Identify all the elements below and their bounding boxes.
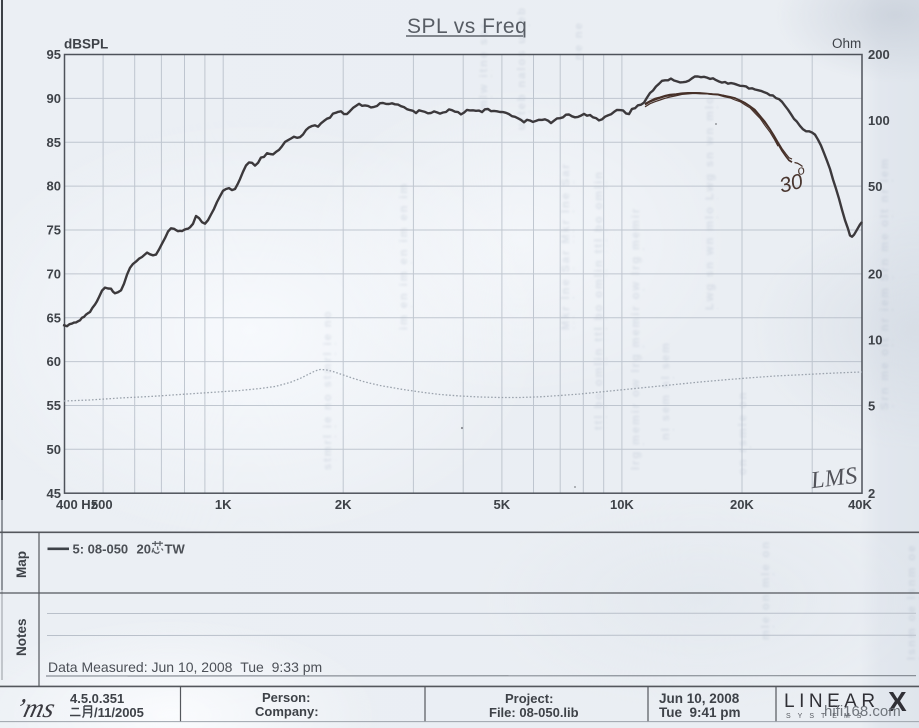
svg-text:85: 85 bbox=[47, 135, 61, 150]
svg-text:dBSPL: dBSPL bbox=[64, 37, 108, 52]
svg-text:80: 80 bbox=[47, 179, 61, 194]
svg-text:95: 95 bbox=[47, 47, 61, 62]
svg-text:20: 20 bbox=[137, 542, 151, 557]
svg-text:50: 50 bbox=[47, 442, 61, 457]
svg-text:10: 10 bbox=[868, 333, 882, 348]
svg-text:1K: 1K bbox=[215, 497, 232, 512]
svg-text:Data Measured: Jun 10, 2008 T: Data Measured: Jun 10, 2008 Tue 9:33 pm bbox=[48, 659, 322, 675]
svg-text:65: 65 bbox=[47, 310, 61, 325]
svg-text:40K: 40K bbox=[848, 497, 872, 512]
svg-text:SYSTEMS: SYSTEMS bbox=[786, 713, 868, 720]
svg-text:o: o bbox=[796, 162, 807, 178]
svg-text:50: 50 bbox=[868, 179, 882, 194]
svg-text:X: X bbox=[888, 686, 907, 717]
svg-text:LINEAR: LINEAR bbox=[784, 691, 880, 712]
svg-text:Tue 9:41 pm: Tue 9:41 pm bbox=[659, 705, 741, 720]
svg-text:75: 75 bbox=[47, 223, 61, 238]
svg-text:10K: 10K bbox=[610, 497, 634, 512]
svg-text:70: 70 bbox=[47, 267, 61, 282]
svg-text:90: 90 bbox=[47, 91, 61, 106]
svg-text:5: 08-050: 5: 08-050 bbox=[73, 542, 129, 557]
svg-text:Notes: Notes bbox=[14, 618, 29, 656]
svg-text:LMS: LMS bbox=[808, 463, 859, 495]
svg-text:Company:: Company: bbox=[255, 704, 319, 719]
svg-text:60: 60 bbox=[47, 354, 61, 369]
svg-text:45: 45 bbox=[47, 486, 61, 501]
svg-text:400 Hz: 400 Hz bbox=[56, 497, 98, 512]
svg-text:55: 55 bbox=[47, 398, 61, 413]
svg-text:Jun 10, 2008: Jun 10, 2008 bbox=[659, 691, 740, 706]
svg-text:5: 5 bbox=[868, 399, 875, 414]
svg-text:500: 500 bbox=[91, 497, 113, 512]
svg-text:5K: 5K bbox=[493, 497, 510, 512]
svg-text:30: 30 bbox=[777, 170, 806, 198]
svg-text:File: 08-050.lib: File: 08-050.lib bbox=[489, 705, 579, 720]
svg-text:200: 200 bbox=[868, 47, 890, 62]
svg-text:SPL vs Freq: SPL vs Freq bbox=[407, 15, 527, 38]
svg-text:Ohm: Ohm bbox=[832, 36, 861, 51]
svg-text:20: 20 bbox=[868, 267, 882, 282]
svg-text:20K: 20K bbox=[730, 497, 754, 512]
svg-text:/11/2005: /11/2005 bbox=[94, 705, 144, 720]
svg-text:4.5.0.351: 4.5.0.351 bbox=[70, 691, 124, 706]
svg-text:Map: Map bbox=[14, 551, 29, 578]
svg-text:TW: TW bbox=[165, 542, 186, 557]
svg-text:hifi168.com: hifi168.com bbox=[824, 703, 901, 720]
svg-text:2K: 2K bbox=[335, 497, 352, 512]
svg-text:2: 2 bbox=[868, 486, 875, 501]
svg-text:Project:: Project: bbox=[505, 691, 553, 706]
svg-text:Person:: Person: bbox=[262, 690, 310, 705]
svg-text:’ms: ’ms bbox=[12, 693, 58, 723]
svg-text:100: 100 bbox=[868, 113, 890, 128]
